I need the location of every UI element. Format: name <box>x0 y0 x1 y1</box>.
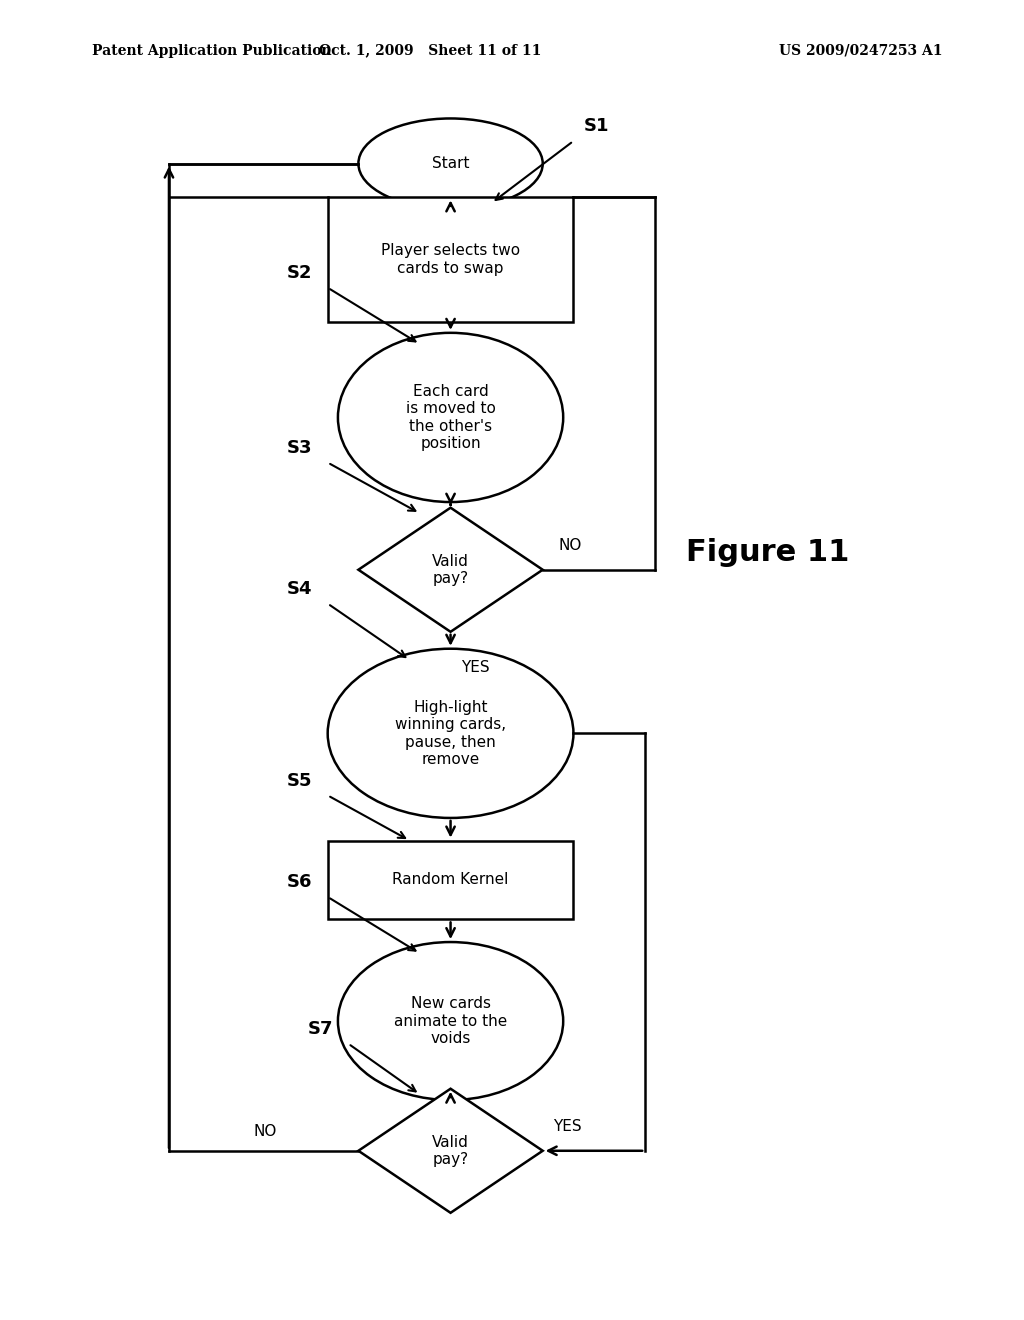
Polygon shape <box>358 508 543 632</box>
Text: Patent Application Publication: Patent Application Publication <box>92 44 332 58</box>
FancyBboxPatch shape <box>328 198 573 322</box>
Text: New cards
animate to the
voids: New cards animate to the voids <box>394 997 507 1045</box>
Text: Each card
is moved to
the other's
position: Each card is moved to the other's positi… <box>406 384 496 451</box>
Text: Start: Start <box>432 156 469 172</box>
Text: NO: NO <box>558 537 582 553</box>
Text: S5: S5 <box>287 772 312 789</box>
Polygon shape <box>358 1089 543 1213</box>
Text: YES: YES <box>461 660 489 675</box>
Text: Figure 11: Figure 11 <box>686 539 850 568</box>
Text: High-light
winning cards,
pause, then
remove: High-light winning cards, pause, then re… <box>395 700 506 767</box>
Text: S2: S2 <box>287 264 312 282</box>
Text: YES: YES <box>553 1119 582 1134</box>
Ellipse shape <box>338 942 563 1100</box>
FancyBboxPatch shape <box>328 841 573 920</box>
Text: S3: S3 <box>287 440 312 457</box>
Ellipse shape <box>328 648 573 818</box>
Text: Valid
pay?: Valid pay? <box>432 553 469 586</box>
Text: S6: S6 <box>287 874 312 891</box>
Text: Oct. 1, 2009   Sheet 11 of 11: Oct. 1, 2009 Sheet 11 of 11 <box>318 44 542 58</box>
Text: Player selects two
cards to swap: Player selects two cards to swap <box>381 243 520 276</box>
Text: Valid
pay?: Valid pay? <box>432 1135 469 1167</box>
Text: S1: S1 <box>584 117 609 136</box>
Ellipse shape <box>358 119 543 209</box>
Text: Random Kernel: Random Kernel <box>392 873 509 887</box>
Text: S7: S7 <box>307 1020 333 1038</box>
Ellipse shape <box>338 333 563 502</box>
Text: US 2009/0247253 A1: US 2009/0247253 A1 <box>778 44 942 58</box>
Text: NO: NO <box>253 1125 276 1139</box>
Text: S4: S4 <box>287 579 312 598</box>
